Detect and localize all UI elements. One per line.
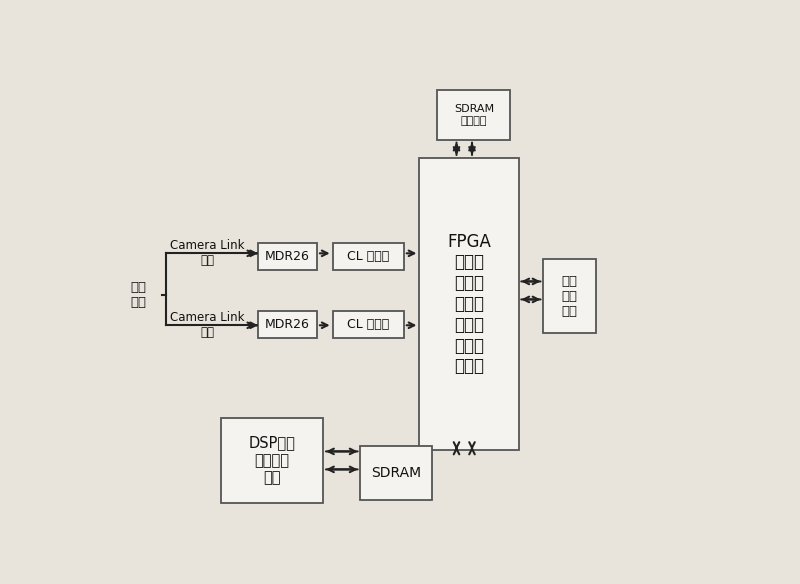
- Text: Camera Link
接口: Camera Link 接口: [170, 239, 244, 267]
- Bar: [438, 91, 510, 140]
- Bar: [419, 158, 518, 450]
- Bar: [360, 446, 432, 500]
- Text: 视频
输出
接口: 视频 输出 接口: [562, 274, 578, 318]
- Bar: [333, 311, 404, 338]
- Text: FPGA
（完成
图像读
取、处
理、输
出显示
功能）: FPGA （完成 图像读 取、处 理、输 出显示 功能）: [447, 232, 491, 376]
- Bar: [333, 243, 404, 270]
- Bar: [221, 418, 323, 503]
- Text: SDRAM
存储模块: SDRAM 存储模块: [454, 105, 494, 126]
- Bar: [543, 259, 596, 333]
- Text: DSP（实
现解算算
法）: DSP（实 现解算算 法）: [249, 436, 295, 485]
- Bar: [258, 243, 317, 270]
- Text: MDR26: MDR26: [265, 250, 310, 263]
- Text: Camera Link
接口: Camera Link 接口: [170, 311, 244, 339]
- Text: CL 解数器: CL 解数器: [347, 250, 390, 263]
- Text: 视频
图像: 视频 图像: [130, 281, 146, 309]
- Text: SDRAM: SDRAM: [371, 467, 421, 481]
- Text: MDR26: MDR26: [265, 318, 310, 331]
- Text: CL 解数器: CL 解数器: [347, 318, 390, 331]
- Bar: [258, 311, 317, 338]
